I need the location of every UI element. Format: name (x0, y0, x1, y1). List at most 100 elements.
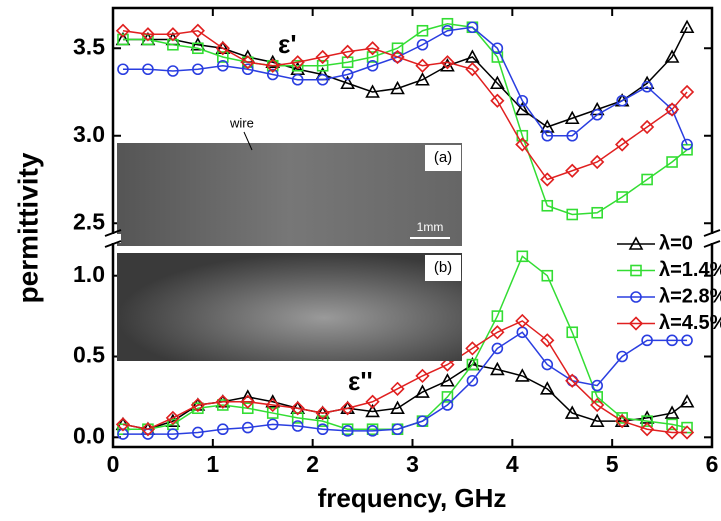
marker (641, 334, 653, 347)
marker (391, 42, 404, 55)
marker (190, 37, 206, 51)
marker (641, 80, 653, 93)
marker (192, 63, 204, 76)
marker (192, 42, 204, 55)
axis-frame (111, 242, 714, 449)
marker (266, 68, 279, 81)
marker (366, 59, 379, 72)
x-tick-label: 4 (506, 451, 519, 477)
inset-label-box (425, 255, 461, 281)
marker (291, 59, 304, 72)
axis-break (703, 240, 721, 248)
marker (490, 93, 505, 108)
marker (641, 173, 653, 186)
marker (491, 42, 504, 55)
x-axis-label: frequency, GHz (318, 483, 507, 513)
inset-arrow (243, 131, 253, 151)
marker (266, 407, 279, 419)
marker (240, 55, 255, 70)
marker (514, 368, 530, 382)
marker (664, 102, 680, 117)
marker (679, 19, 695, 34)
marker (316, 59, 329, 72)
marker (265, 397, 280, 413)
marker (664, 49, 680, 63)
marker (217, 59, 229, 72)
x-tick-label: 3 (406, 451, 419, 477)
marker (140, 27, 156, 42)
marker (465, 49, 480, 63)
marker (516, 250, 529, 263)
series-line (122, 22, 688, 216)
marker (681, 334, 693, 347)
marker (515, 137, 530, 152)
marker (265, 58, 280, 73)
axis-break-gap (105, 234, 121, 243)
marker (291, 412, 304, 424)
marker (390, 400, 405, 415)
marker (291, 420, 304, 432)
marker (192, 426, 204, 439)
series-line (122, 26, 688, 128)
marker (241, 421, 254, 434)
legend-marker (628, 316, 644, 331)
marker (190, 397, 205, 413)
marker (681, 138, 693, 151)
marker (441, 399, 454, 411)
marker (616, 350, 628, 363)
marker (215, 394, 230, 409)
marker (415, 72, 430, 86)
marker (615, 137, 630, 152)
legend-marker (630, 291, 642, 303)
marker (591, 206, 603, 219)
y-tick-label: 2.5 (73, 208, 105, 234)
marker (490, 325, 505, 340)
marker (316, 73, 329, 86)
series-line (122, 331, 688, 435)
marker (217, 399, 229, 411)
marker (390, 49, 405, 65)
marker (679, 394, 695, 408)
annotation: ε' (278, 29, 297, 59)
marker (466, 21, 479, 34)
marker (117, 33, 129, 46)
marker (441, 17, 454, 30)
marker (566, 208, 579, 221)
x-tick-label: 0 (107, 451, 120, 477)
y-tick-label: 0.5 (73, 342, 105, 368)
marker (217, 51, 229, 63)
marker (491, 310, 504, 322)
inset-annotation: wire (229, 115, 254, 130)
axis-break (104, 229, 122, 237)
marker (639, 119, 655, 135)
inset-b (117, 253, 462, 361)
inset-label-box (425, 145, 461, 171)
y-tick-label: 0.0 (73, 422, 105, 448)
marker (516, 94, 529, 107)
axis-break (703, 229, 721, 237)
marker (541, 358, 554, 371)
marker (291, 73, 304, 86)
marker (539, 381, 555, 395)
x-tick-label: 6 (706, 451, 719, 477)
marker (441, 24, 454, 37)
marker (491, 51, 504, 63)
x-tick-label: 1 (206, 451, 219, 477)
marker (615, 414, 630, 429)
marker (115, 23, 131, 38)
legend-label: λ=2.8% (659, 285, 721, 307)
marker (639, 422, 655, 437)
marker (566, 129, 579, 142)
axis-break (104, 240, 122, 248)
marker (491, 342, 504, 355)
marker (365, 403, 380, 418)
marker (241, 402, 254, 415)
marker (341, 68, 354, 81)
marker (315, 405, 330, 421)
marker (564, 405, 580, 419)
y-tick-label: 3.5 (73, 33, 105, 59)
marker (565, 373, 580, 388)
inset-scale: 1mm (417, 220, 444, 234)
marker (340, 75, 355, 90)
